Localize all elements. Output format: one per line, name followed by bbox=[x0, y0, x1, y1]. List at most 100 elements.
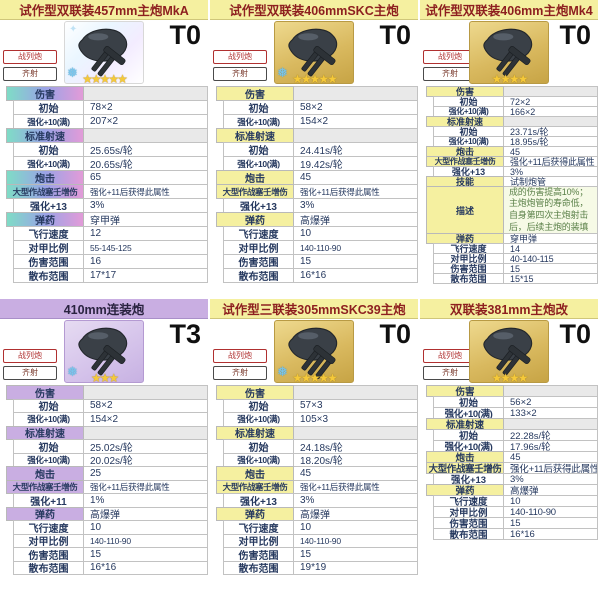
equipment-tag: 战列炮 bbox=[213, 50, 267, 64]
stat-value: 强化+11后获得此属性 bbox=[294, 184, 418, 199]
row-gutter bbox=[0, 439, 13, 454]
row-gutter bbox=[0, 399, 13, 414]
row-gutter bbox=[0, 156, 13, 171]
stat-value: 17*17 bbox=[84, 268, 208, 283]
stat-row: 强化+10(满) 154×2 bbox=[210, 114, 418, 129]
tier-label: T0 bbox=[559, 20, 591, 50]
stat-value: 58×2 bbox=[84, 398, 208, 413]
stat-value bbox=[84, 385, 208, 400]
stat-label: 飞行速度 bbox=[223, 520, 294, 535]
stat-row: 炮击 25 bbox=[0, 466, 208, 481]
stat-value: 16*16 bbox=[84, 560, 208, 575]
stat-label: 散布范围 bbox=[223, 560, 294, 575]
stat-value: 1% bbox=[84, 493, 208, 508]
stat-value: 207×2 bbox=[84, 114, 208, 129]
stat-label: 弹药 bbox=[216, 212, 294, 227]
row-gutter bbox=[210, 142, 223, 157]
row-gutter bbox=[210, 254, 223, 269]
stat-label: 伤害 bbox=[216, 86, 294, 101]
equipment-tag: 战列炮 bbox=[3, 50, 57, 64]
row-gutter bbox=[210, 412, 223, 427]
stat-row: 飞行速度 10 bbox=[420, 495, 598, 507]
stat-label: 强化+10(满) bbox=[13, 156, 84, 171]
stat-value: 高爆弹 bbox=[294, 212, 418, 227]
stat-value: 24.41s/轮 bbox=[294, 142, 418, 157]
stat-row: 初始 58×2 bbox=[210, 100, 418, 115]
stat-row: 弹药 高爆弹 bbox=[0, 506, 208, 521]
equipment-panel-2: 试作型双联装406mmSKC主炮 战列炮 齐射 ❅ ★★★★★ T0 bbox=[210, 0, 420, 299]
equipment-icon-row: 战列炮 齐射 ❅ ★★★ T3 bbox=[0, 319, 208, 385]
stats-table: 伤害 初始 56×2 强化+10(满) 133×2 标准射速 初始 22.28s/轮 强化+10… bbox=[420, 385, 598, 540]
stats-table: 伤害 初始 57×3 强化+10(满) 105×3 标准射速 初始 24.18s/轮 强化+10… bbox=[210, 385, 418, 575]
stat-label: 强化+10(满) bbox=[13, 412, 84, 427]
equipment-tags: 战列炮 齐射 bbox=[3, 50, 57, 81]
stat-row: 伤害范围 15 bbox=[210, 547, 418, 562]
row-gutter bbox=[0, 268, 13, 283]
equipment-title: 试作型双联装457mm主炮MkA bbox=[19, 4, 189, 18]
equipment-title-bar: 双联装381mm主炮改 bbox=[420, 299, 598, 319]
stat-label: 初始 bbox=[13, 100, 84, 115]
stat-row: 伤害范围 15 bbox=[0, 547, 208, 562]
stat-row: 飞行速度 10 bbox=[210, 226, 418, 241]
stat-label: 强化+10(满) bbox=[13, 114, 84, 129]
stat-value: 154×2 bbox=[294, 114, 418, 129]
stat-label: 强化+10(满) bbox=[223, 412, 294, 427]
row-gutter bbox=[210, 198, 223, 213]
stat-label: 强化+10(满) bbox=[223, 452, 294, 467]
equipment-title-bar: 试作型双联装406mmSKC主炮 bbox=[210, 0, 418, 20]
stat-row: 伤害 bbox=[210, 86, 418, 101]
stat-row: 对甲比例 140-110-90 bbox=[420, 506, 598, 518]
stat-value: 3% bbox=[294, 198, 418, 213]
stat-label: 大型作战塞壬增伤 bbox=[6, 184, 84, 199]
stat-label: 强化+13 bbox=[223, 198, 294, 213]
equipment-title-bar: 试作型双联装457mm主炮MkA bbox=[0, 0, 208, 20]
stat-value: 140-110-90 bbox=[84, 533, 208, 548]
stat-row: 伤害范围 15 bbox=[210, 254, 418, 269]
stat-value: 15 bbox=[294, 547, 418, 562]
stat-row: 大型作战塞壬增伤 强化+11后获得此属性 bbox=[420, 462, 598, 474]
stat-label: 散布范围 bbox=[433, 273, 504, 284]
stat-label: 标准射速 bbox=[216, 425, 294, 440]
row-gutter bbox=[210, 240, 223, 255]
stat-label: 炮击 bbox=[216, 170, 294, 185]
stat-value: 20.65s/轮 bbox=[84, 156, 208, 171]
stat-row: 散布范围 16*16 bbox=[0, 560, 208, 575]
stat-row: 飞行速度 10 bbox=[210, 520, 418, 535]
stat-row: 弹药 高爆弹 bbox=[210, 212, 418, 227]
stat-value: 16 bbox=[84, 254, 208, 269]
stat-row: 炮击 65 bbox=[0, 170, 208, 185]
stat-label: 伤害范围 bbox=[223, 254, 294, 269]
stat-row: 对甲比例 140-110-90 bbox=[210, 533, 418, 548]
equipment-title: 试作型双联装406mmSKC主炮 bbox=[229, 4, 399, 18]
equipment-icon: ❅ ★★★ bbox=[64, 320, 144, 383]
stat-label: 飞行速度 bbox=[223, 226, 294, 241]
row-gutter bbox=[0, 240, 13, 255]
stat-row: 弹药 高爆弹 bbox=[420, 484, 598, 496]
stat-label: 初始 bbox=[223, 398, 294, 413]
stat-row: 飞行速度 10 bbox=[0, 520, 208, 535]
stat-row: 伤害 bbox=[0, 385, 208, 400]
stat-label: 伤害 bbox=[216, 385, 294, 400]
equipment-tag: 齐射 bbox=[3, 366, 57, 380]
stat-label: 对甲比例 bbox=[223, 240, 294, 255]
stat-row: 伤害 bbox=[0, 86, 208, 101]
row-gutter bbox=[210, 493, 223, 508]
stat-row: 对甲比例 55-145-125 bbox=[0, 240, 208, 255]
stat-value: 24.18s/轮 bbox=[294, 439, 418, 454]
stat-row: 初始 25.65s/轮 bbox=[0, 142, 208, 157]
stat-row: 飞行速度 12 bbox=[0, 226, 208, 241]
stat-value: 15 bbox=[84, 547, 208, 562]
equipment-tag: 齐射 bbox=[213, 366, 267, 380]
stat-row: 伤害 bbox=[210, 385, 418, 400]
stat-value: 高爆弹 bbox=[294, 506, 418, 521]
equipment-tags: 战列炮 齐射 bbox=[423, 50, 477, 81]
row-gutter bbox=[210, 226, 223, 241]
stat-row: 强化+10(满) 207×2 bbox=[0, 114, 208, 129]
stat-row: 大型作战塞壬增伤 强化+11后获得此属性 bbox=[0, 184, 208, 199]
row-gutter bbox=[210, 100, 223, 115]
stat-value: 10 bbox=[294, 520, 418, 535]
equipment-title-bar: 试作型双联装406mm主炮Mk4 bbox=[420, 0, 598, 20]
